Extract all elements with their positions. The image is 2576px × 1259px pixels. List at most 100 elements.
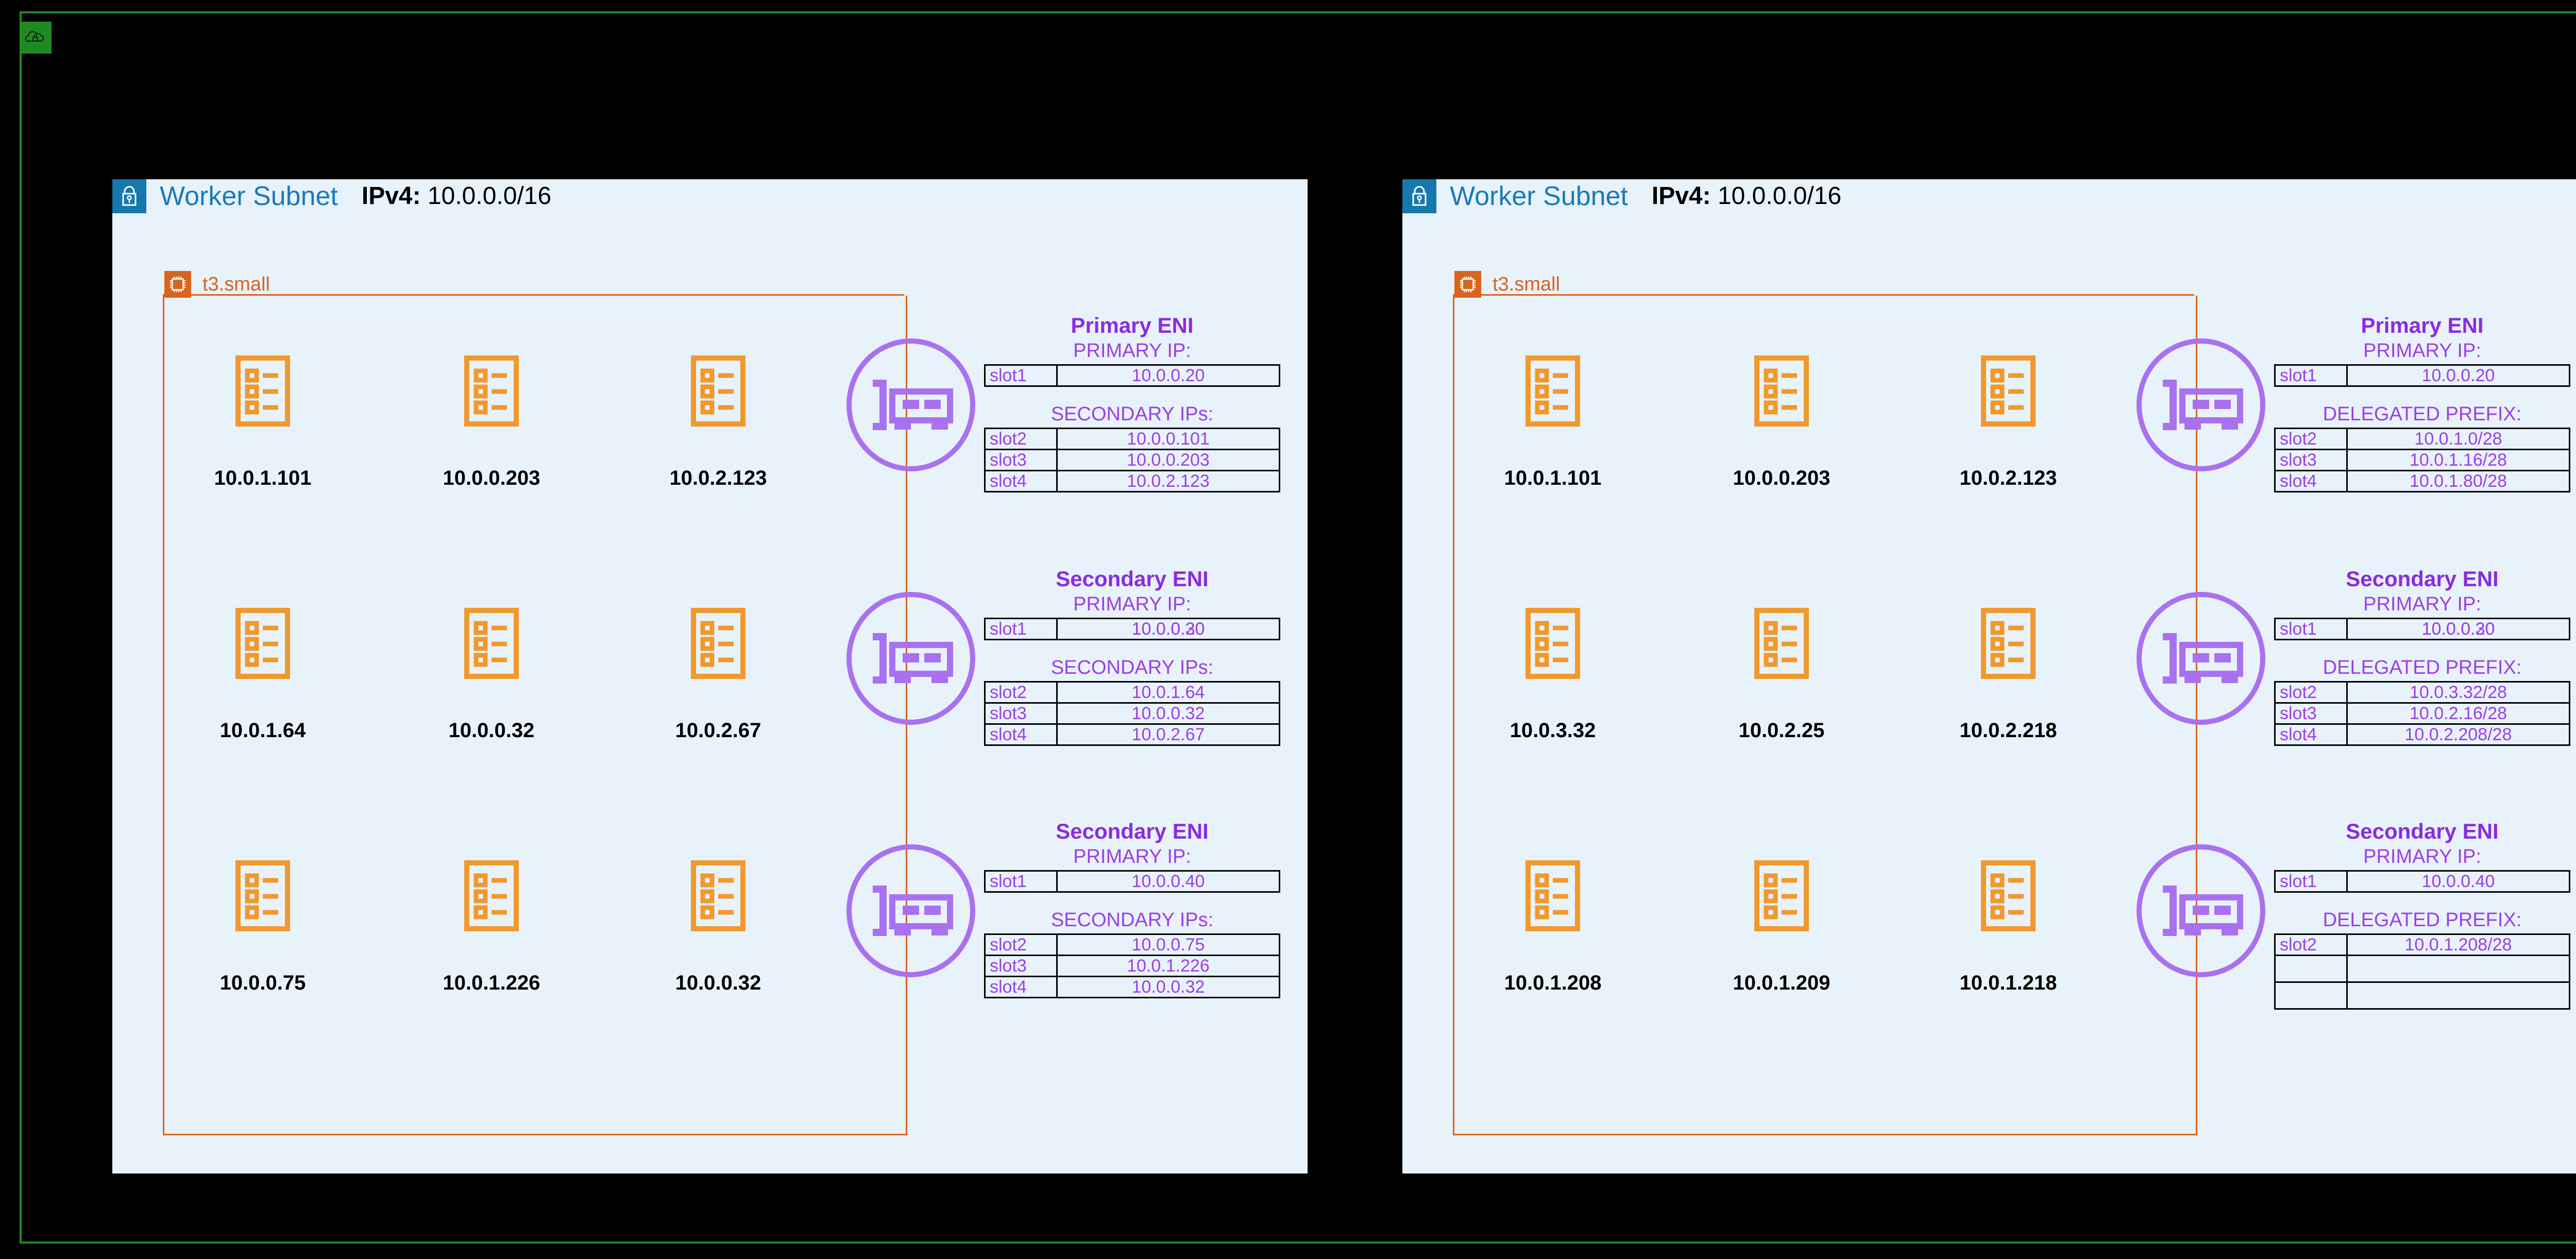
slot-value: 10.0.0.32 [1056,702,1280,725]
pod: 10.0.3.32 [1468,569,1638,742]
primary-ip-header: PRIMARY IP: [1073,846,1191,867]
slot-value [2346,955,2570,983]
slot-label: slot3 [2274,449,2348,471]
slot-label: slot4 [984,976,1058,998]
eni-details: Secondary ENI PRIMARY IP: slot1 10.0.0.40 DE… [2274,819,2570,1010]
eni-title: Primary ENI [1071,313,1194,337]
pod-tasklist-icon [1468,569,1638,718]
ec2-instance-box: t3.small 10.0.1.101 10.0.0.203 10.0.2.12… [1453,271,2197,1135]
subnet-padlock-icon [1402,179,1436,213]
pod-ip-label: 10.0.2.123 [1959,467,2057,489]
pod-tasklist-icon [1468,316,1638,466]
table-row: slot2 10.0.1.64 [984,681,1280,704]
slot-label [2274,981,2348,1010]
eni-network-card-icon [844,338,978,472]
table-row: slot4 10.0.2.123 [984,470,1280,492]
pod: 10.0.2.218 [1923,569,2093,742]
table-row [2274,981,2570,1010]
table-row: slot1 10.0.0.20 10.0.0.30 [2274,618,2570,640]
table-row: slot3 10.0.0.32 [984,702,1280,725]
ec2-instance-chip-icon [164,271,191,298]
pod: 10.0.1.218 [1923,821,2093,995]
pod-tasklist-icon [1923,569,2093,718]
slot-value: 10.0.0.203 [1056,449,1280,471]
pod-grid: 10.0.1.101 10.0.0.203 10.0.2.123 10.0.3.… [1454,296,2196,1134]
table-row: slot2 10.0.1.0/28 [2274,428,2570,450]
slot-value: 10.0.2.123 [1056,470,1280,492]
primary-ip-header: PRIMARY IP: [2363,846,2481,867]
secondary-header: DELEGATED PREFIX: [2323,909,2522,931]
slot-value: 10.0.0.32 [1056,976,1280,998]
ec2-instance-box: t3.small 10.0.1.101 10.0.0.203 10.0.2.12… [163,271,907,1135]
eni-column: Primary ENI PRIMARY IP: slot1 10.0.0.20 DELE… [2134,282,2576,1158]
secondary-ip-table: slot2 10.0.1.0/28 slot3 10.0.1.16/28 slot4 10… [2274,428,2570,492]
slot-value: 10.0.0.101 [1056,428,1280,450]
eni-network-card-icon [2134,591,2268,725]
slot-label: slot2 [984,933,1058,956]
primary-ip-header: PRIMARY IP: [1073,593,1191,615]
pod: 10.0.1.101 [178,316,348,490]
slot-label: slot1 [2274,364,2348,387]
slot-value-overlay: 10.0.0.20 [2421,619,2495,639]
slot-value: 10.0.2.67 [1056,723,1280,746]
eni-details: Primary ENI PRIMARY IP: slot1 10.0.0.20 DELE… [2274,313,2570,492]
table-row: slot3 10.0.2.16/28 [2274,702,2570,725]
slot-label: slot1 [984,618,1058,640]
eni-details: Primary ENI PRIMARY IP: slot1 10.0.0.20 SECO… [984,313,1280,492]
pod: 10.0.1.64 [178,569,348,742]
pod-ip-label: 10.0.0.203 [1733,467,1831,489]
pod-tasklist-icon [1923,821,2093,971]
pod: 10.0.2.67 [633,569,803,742]
eni-network-card-icon [844,591,978,725]
vpc-boundary [20,11,2576,1244]
pod-grid: 10.0.1.101 10.0.0.203 10.0.2.123 10.0.1.… [164,296,906,1134]
table-row: slot1 10.0.0.20 10.0.0.30 [984,618,1280,640]
slot-value: 10.0.1.80/28 [2346,470,2570,492]
pod: 10.0.1.101 [1468,316,1638,490]
table-row: slot1 10.0.0.40 [2274,870,2570,893]
slot-value: 10.0.0.20 10.0.0.30 [1056,618,1280,640]
primary-ip-table: slot1 10.0.0.20 [2274,364,2570,387]
slot-label: slot2 [984,428,1058,450]
pod-ip-label: 10.0.1.64 [219,719,306,742]
pod: 10.0.2.25 [1697,569,1867,742]
secondary-header: DELEGATED PREFIX: [2323,657,2522,678]
eni-details: Secondary ENI PRIMARY IP: slot1 10.0.0.40 SE… [984,819,1280,998]
secondary-header: SECONDARY IPs: [1050,657,1214,678]
table-row: slot3 10.0.1.226 [984,955,1280,977]
table-row: slot4 10.0.1.80/28 [2274,470,2570,492]
slot-value: 10.0.1.16/28 [2346,449,2570,471]
table-row: slot1 10.0.0.20 [2274,364,2570,387]
instance-top-bar [1453,294,2194,296]
slot-label: slot4 [2274,470,2348,492]
slot-value [2346,981,2570,1010]
primary-ip-header: PRIMARY IP: [2363,340,2481,362]
slot-label: slot2 [2274,933,2348,956]
pod-tasklist-icon [406,821,577,971]
slot-label: slot3 [2274,702,2348,725]
slot-label: slot3 [984,955,1058,977]
slot-label: slot1 [2274,618,2348,640]
subnet-cidr-label: IPv4: [1651,182,1711,210]
slot-label: slot1 [984,870,1058,893]
slot-label: slot4 [984,723,1058,746]
subnet-cidr: IPv4: 10.0.0.0/16 [362,179,551,213]
primary-ip-table: slot1 10.0.0.20 10.0.0.30 [984,618,1280,640]
pod: 10.0.0.32 [633,821,803,995]
instance-type-label: t3.small [1493,273,1560,295]
slot-value-overlay: 10.0.0.20 [1131,619,1205,639]
pod-ip-label: 10.0.1.226 [443,972,540,994]
pod-tasklist-icon [633,569,803,718]
pod-ip-label: 10.0.1.209 [1733,972,1831,994]
pod-ip-label: 10.0.0.203 [443,467,540,489]
pod-tasklist-icon [178,316,348,466]
slot-value: 10.0.0.20 [1056,364,1280,387]
pod-tasklist-icon [1697,316,1867,466]
subnet-cidr-label: IPv4: [361,182,421,210]
slot-label: slot1 [2274,870,2348,893]
vpc-cloud-lock-icon [20,22,52,54]
subnet-title: Worker Subnet [160,181,338,211]
secondary-header: SECONDARY IPs: [1050,909,1214,931]
primary-ip-table: slot1 10.0.0.40 [984,870,1280,893]
ec2-instance-chip-icon [1454,271,1481,298]
